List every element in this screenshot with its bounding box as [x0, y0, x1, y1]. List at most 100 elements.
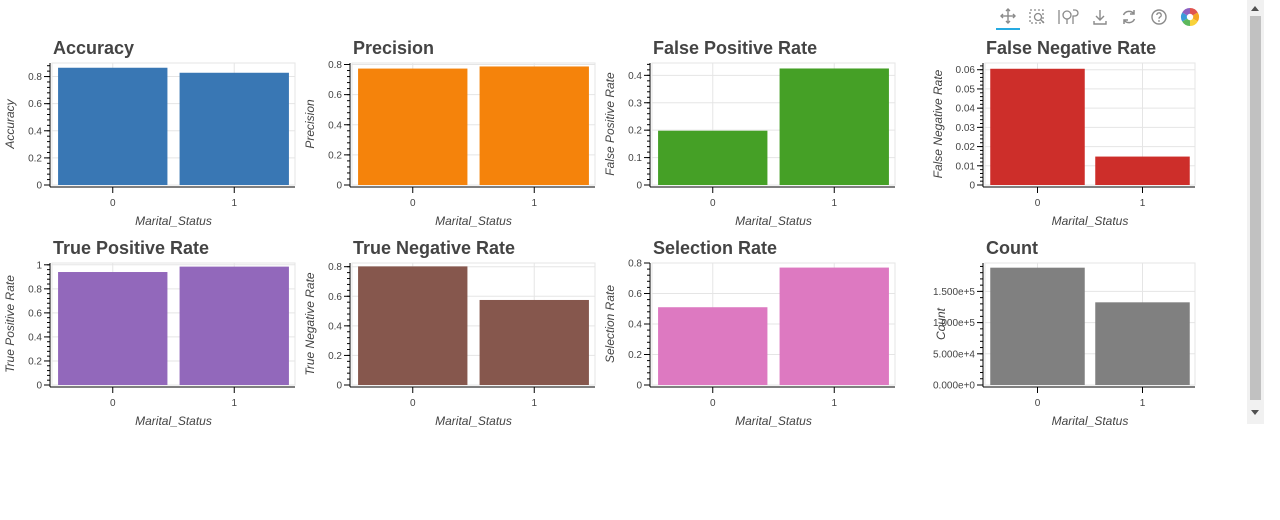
- x-tick-label: 0: [710, 398, 716, 409]
- bar-0: [658, 130, 768, 185]
- y-tick-label: 0: [36, 381, 42, 392]
- x-tick-label: 1: [531, 198, 537, 209]
- y-axis-label: Precision: [303, 99, 317, 149]
- scroll-down-arrow-icon[interactable]: [1251, 410, 1259, 415]
- x-axis-label: Marital_Status: [735, 214, 812, 228]
- y-tick-label: 0.4: [28, 126, 42, 137]
- vertical-scrollbar[interactable]: [1247, 0, 1264, 424]
- y-tick-label: 0.2: [28, 153, 42, 164]
- y-tick-label: 0.6: [328, 90, 342, 101]
- plot-frame: [351, 262, 596, 386]
- y-tick-label: 0.4: [328, 321, 342, 332]
- y-tick-label: 0.4: [628, 320, 642, 331]
- y-tick-label: 0: [36, 181, 42, 192]
- y-tick-label: 0.2: [328, 150, 342, 161]
- bar-1: [479, 299, 589, 385]
- chart-count: Count 0.000e+0 5.000e+4 1.000e+5 1.500e+5 0 1M…: [933, 238, 1196, 428]
- scrollbar-thumb[interactable]: [1250, 16, 1261, 400]
- y-tick-label: 0.2: [328, 351, 342, 362]
- box-zoom-tool-icon[interactable]: [1026, 4, 1050, 30]
- x-tick-label: 1: [1140, 398, 1146, 409]
- bar-0: [358, 68, 468, 185]
- plot-toolbar: [992, 2, 1204, 32]
- bar-1: [1095, 302, 1190, 385]
- y-tick-label: 0: [969, 181, 975, 192]
- y-tick-label: 0.01: [956, 161, 976, 172]
- plot-frame: [984, 262, 1196, 386]
- y-axis-label: Count: [934, 307, 948, 340]
- bar-0: [58, 67, 168, 185]
- bar-0: [58, 272, 168, 385]
- y-tick-label: 0.3: [628, 98, 642, 109]
- plot-frame: [351, 62, 596, 186]
- x-tick-label: 0: [110, 398, 116, 409]
- y-axis-label: False Positive Rate: [603, 72, 617, 176]
- y-tick-label: 0.6: [28, 99, 42, 110]
- y-axis-label: Accuracy: [3, 98, 17, 149]
- pan-tool-icon[interactable]: [996, 4, 1020, 30]
- x-tick-label: 1: [531, 398, 537, 409]
- bokeh-logo-icon[interactable]: [1178, 4, 1202, 30]
- y-tick-label: 0.2: [28, 356, 42, 367]
- y-tick-label: 0.05: [956, 84, 976, 95]
- y-tick-label: 1.500e+5: [933, 287, 975, 298]
- y-tick-label: 1: [36, 260, 42, 271]
- y-tick-label: 0.4: [328, 120, 342, 131]
- x-tick-label: 0: [110, 198, 116, 209]
- reset-tool-icon[interactable]: [1117, 4, 1141, 30]
- y-tick-label: 0: [336, 381, 342, 392]
- y-tick-label: 1.000e+5: [933, 318, 975, 329]
- scroll-up-arrow-icon[interactable]: [1251, 6, 1259, 11]
- x-axis-label: Marital_Status: [135, 414, 212, 428]
- x-tick-label: 1: [231, 198, 237, 209]
- bar-1: [479, 66, 589, 185]
- plot-frame: [651, 62, 896, 186]
- x-tick-label: 0: [1035, 198, 1041, 209]
- chart-false-negative-rate: False Negative Rate 0 0.01 0.02 0.03 0.04 0.05…: [931, 38, 1196, 228]
- bar-1: [779, 267, 889, 385]
- y-axis-label: True Positive Rate: [3, 275, 17, 373]
- y-tick-label: 0.6: [628, 289, 642, 300]
- plot-grid: Accuracy 0 0.2 0.4 0.6 0.8 0 1 Marital_Status Acc…: [0, 34, 1240, 434]
- bar-0: [358, 266, 468, 385]
- y-axis-label: False Negative Rate: [931, 69, 945, 178]
- bar-1: [179, 72, 289, 185]
- y-tick-label: 0.000e+0: [933, 381, 975, 392]
- x-tick-label: 0: [1035, 398, 1041, 409]
- y-tick-label: 0.6: [328, 292, 342, 303]
- x-axis-label: Marital_Status: [435, 214, 512, 228]
- y-tick-label: 0.03: [956, 123, 976, 134]
- x-tick-label: 0: [710, 198, 716, 209]
- bar-1: [179, 266, 289, 385]
- x-tick-label: 0: [410, 198, 416, 209]
- chart-title: Count: [986, 238, 1038, 258]
- y-tick-label: 0.02: [956, 142, 976, 153]
- x-axis-label: Marital_Status: [135, 214, 212, 228]
- x-tick-label: 1: [1140, 198, 1146, 209]
- y-tick-label: 0.8: [328, 262, 342, 273]
- chart-title: True Positive Rate: [53, 238, 209, 258]
- y-tick-label: 0.2: [628, 350, 642, 361]
- x-axis-label: Marital_Status: [1052, 414, 1129, 428]
- plot-frame: [651, 262, 896, 386]
- chart-false-positive-rate: False Positive Rate 0 0.1 0.2 0.3 0.4 0 1 Marita…: [603, 38, 896, 228]
- y-tick-label: 0.04: [956, 104, 976, 115]
- plot-frame: [984, 62, 1196, 186]
- y-tick-label: 0: [636, 381, 642, 392]
- y-tick-label: 0.2: [628, 126, 642, 137]
- chart-true-negative-rate: True Negative Rate 0 0.2 0.4 0.6 0.8 0 1 Marital…: [303, 238, 596, 428]
- chart-title: Selection Rate: [653, 238, 777, 258]
- save-tool-icon[interactable]: [1088, 4, 1112, 30]
- chart-selection-rate: Selection Rate 0 0.2 0.4 0.6 0.8 0 1 Marital_Sta…: [603, 238, 896, 428]
- x-tick-label: 1: [231, 398, 237, 409]
- x-axis-label: Marital_Status: [1052, 214, 1129, 228]
- chart-title: True Negative Rate: [353, 238, 515, 258]
- x-tick-label: 1: [831, 398, 837, 409]
- wheel-zoom-tool-icon[interactable]: [1056, 4, 1080, 30]
- bar-0: [990, 68, 1085, 185]
- y-tick-label: 0.8: [328, 60, 342, 71]
- chart-precision: Precision 0 0.2 0.4 0.6 0.8 0 1 Marital_Status Pr…: [303, 38, 596, 228]
- help-tool-icon[interactable]: [1147, 4, 1171, 30]
- x-axis-label: Marital_Status: [735, 414, 812, 428]
- chart-true-positive-rate: True Positive Rate 0 0.2 0.4 0.6 0.8 1 0 1 Marita…: [3, 238, 296, 428]
